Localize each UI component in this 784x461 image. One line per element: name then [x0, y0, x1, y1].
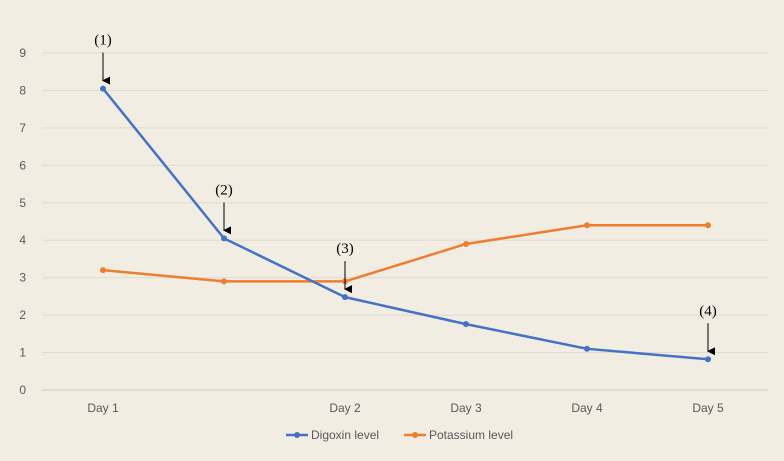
- data-point-digoxin-level-1: [221, 235, 227, 242]
- series-lines: [100, 85, 711, 363]
- legend-marker-digoxin-level: [294, 432, 300, 438]
- annotation-label-3: (3): [336, 241, 354, 257]
- y-tick-label-3: 3: [19, 271, 26, 285]
- data-point-digoxin-level-3: [463, 321, 469, 328]
- y-tick-label-6: 6: [19, 158, 26, 172]
- data-point-potassium-level-5: [705, 222, 711, 229]
- legend-label-digoxin-level: Digoxin level: [311, 428, 379, 442]
- data-point-potassium-level-3: [463, 240, 469, 247]
- y-tick-label-1: 1: [19, 346, 26, 360]
- data-point-digoxin-level-4: [584, 345, 590, 352]
- gridlines: [42, 52, 768, 391]
- data-point-digoxin-level-0: [100, 85, 106, 92]
- x-axis-tick-labels: Day 1 Day 2 Day 3 Day 4 Day 5: [87, 401, 724, 415]
- annotations: (1) (2) (3) (4): [94, 33, 717, 356]
- y-tick-label-7: 7: [19, 121, 26, 135]
- data-point-potassium-level-1: [221, 278, 227, 285]
- y-axis-tick-labels: 0 1 2 3 4 5 6 7 8 9: [19, 46, 26, 397]
- annotation-label-4: (4): [699, 303, 717, 319]
- x-tick-label-day-1: Day 1: [87, 401, 119, 415]
- y-tick-label-8: 8: [19, 83, 26, 97]
- x-tick-label-day-5: Day 5: [692, 401, 724, 415]
- annotation-label-2: (2): [215, 182, 233, 198]
- legend-label-potassium-level: Potassium level: [429, 428, 513, 442]
- series-line-digoxin-level: [101, 87, 710, 361]
- y-tick-label-0: 0: [19, 383, 26, 397]
- y-tick-label-2: 2: [19, 308, 26, 322]
- y-tick-label-5: 5: [19, 196, 26, 210]
- legend-marker-potassium-level: [412, 432, 418, 438]
- series-line-potassium-level: [101, 223, 710, 283]
- x-tick-label-day-2: Day 2: [329, 401, 361, 415]
- annotation-label-1: (1): [94, 33, 112, 49]
- legend: Digoxin level Potassium level: [286, 428, 513, 442]
- x-tick-label-day-3: Day 3: [450, 401, 482, 415]
- data-point-digoxin-level-5: [705, 356, 711, 363]
- data-point-potassium-level-0: [100, 267, 106, 274]
- data-point-potassium-level-4: [584, 222, 590, 229]
- data-point-digoxin-level-2: [342, 294, 348, 301]
- y-tick-label-9: 9: [19, 46, 26, 60]
- x-tick-label-day-4: Day 4: [571, 401, 603, 415]
- y-tick-label-4: 4: [19, 233, 26, 247]
